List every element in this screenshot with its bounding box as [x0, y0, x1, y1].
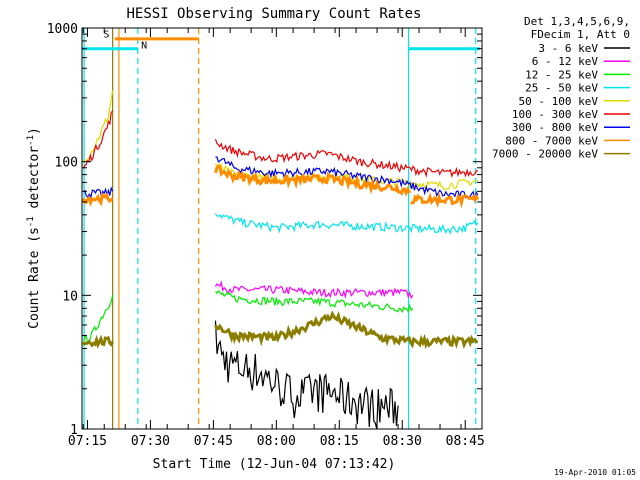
- series-line: [83, 90, 114, 164]
- flag-mark: N: [141, 41, 147, 52]
- legend-label: 12 - 25 keV: [525, 68, 598, 81]
- series-line: [215, 156, 479, 200]
- series-line: [214, 280, 414, 300]
- legend-label: 3 - 6 keV: [538, 42, 598, 55]
- series-0: [214, 320, 399, 429]
- x-tick-label: 08:45: [446, 434, 485, 449]
- series-layer: [82, 90, 480, 429]
- series-line: [214, 310, 478, 350]
- series-line: [214, 163, 478, 191]
- x-tick-label: 07:15: [68, 434, 107, 449]
- y-axis: 1 10 100 1000: [47, 22, 482, 438]
- series-1: [214, 280, 414, 300]
- y-tick-label: 100: [55, 156, 78, 171]
- series-line: [82, 186, 114, 199]
- series-7: [82, 164, 480, 209]
- x-tick-label: 07:30: [131, 434, 170, 449]
- series-line: [409, 191, 480, 209]
- legend-label: 100 - 300 keV: [512, 108, 598, 121]
- x-axis-label: Start Time (12-Jun-04 07:13:42): [153, 457, 396, 472]
- x-tick-label: 07:45: [194, 434, 233, 449]
- series-6: [82, 156, 479, 200]
- legend-label: 7000 - 20000 keV: [492, 148, 598, 161]
- series-line: [214, 320, 399, 429]
- legend-label: 800 - 7000 keV: [505, 134, 598, 147]
- legend-header-line-2: FDecim 1, Att 0: [531, 28, 630, 41]
- y-tick-label: 1: [70, 423, 78, 438]
- plot-frame: [81, 27, 483, 430]
- flag-mark: S: [103, 29, 109, 40]
- series-line: [82, 191, 114, 207]
- chart-title: HESSI Observing Summary Count Rates: [126, 6, 421, 22]
- x-tick-label: 08:00: [257, 434, 296, 449]
- x-tick-label: 08:15: [320, 434, 359, 449]
- series-line: [215, 290, 414, 314]
- legend-label: 25 - 50 keV: [525, 82, 598, 95]
- x-tick-label: 08:30: [383, 434, 422, 449]
- footer-timestamp: 19-Apr-2010 01:05: [554, 468, 636, 477]
- observing-flags: SN: [82, 28, 480, 429]
- series-8: [82, 310, 478, 350]
- legend-label: 50 - 100 keV: [519, 95, 599, 108]
- legend-label: 6 - 12 keV: [532, 55, 599, 68]
- series-line: [214, 213, 479, 235]
- series-3: [214, 213, 479, 235]
- series-line: [214, 164, 411, 197]
- y-axis-label: Count Rate (s-1 detector-1): [26, 127, 42, 329]
- y-tick-label: 1000: [47, 22, 78, 37]
- plot-area: SN: [82, 28, 480, 429]
- legend: Det 1,3,4,5,6,9, FDecim 1, Att 0 3 - 6 k…: [492, 15, 630, 161]
- series-line: [214, 139, 478, 179]
- legend-header-line-1: Det 1,3,4,5,6,9,: [524, 15, 630, 28]
- x-axis: 07:15 07:30 07:45 08:00 08:15 08:30 08:45: [68, 28, 485, 449]
- series-4: [83, 90, 478, 191]
- series-line: [82, 334, 114, 349]
- legend-label: 300 - 800 keV: [512, 121, 598, 134]
- y-tick-label: 10: [62, 289, 78, 304]
